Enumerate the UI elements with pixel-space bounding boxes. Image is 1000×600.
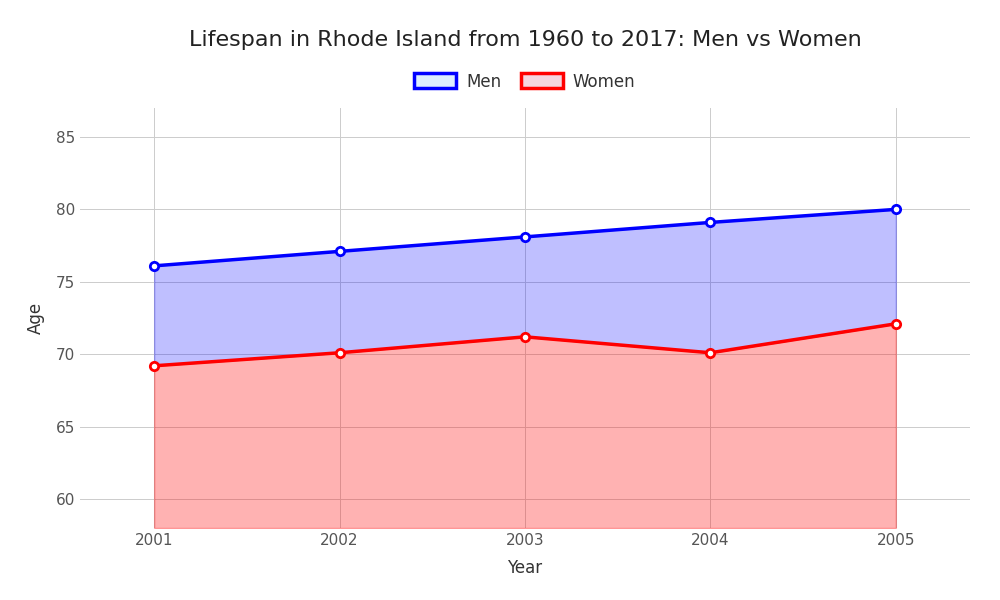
X-axis label: Year: Year xyxy=(507,559,543,577)
Y-axis label: Age: Age xyxy=(27,302,45,334)
Legend: Men, Women: Men, Women xyxy=(408,66,642,97)
Title: Lifespan in Rhode Island from 1960 to 2017: Men vs Women: Lifespan in Rhode Island from 1960 to 20… xyxy=(189,29,861,49)
